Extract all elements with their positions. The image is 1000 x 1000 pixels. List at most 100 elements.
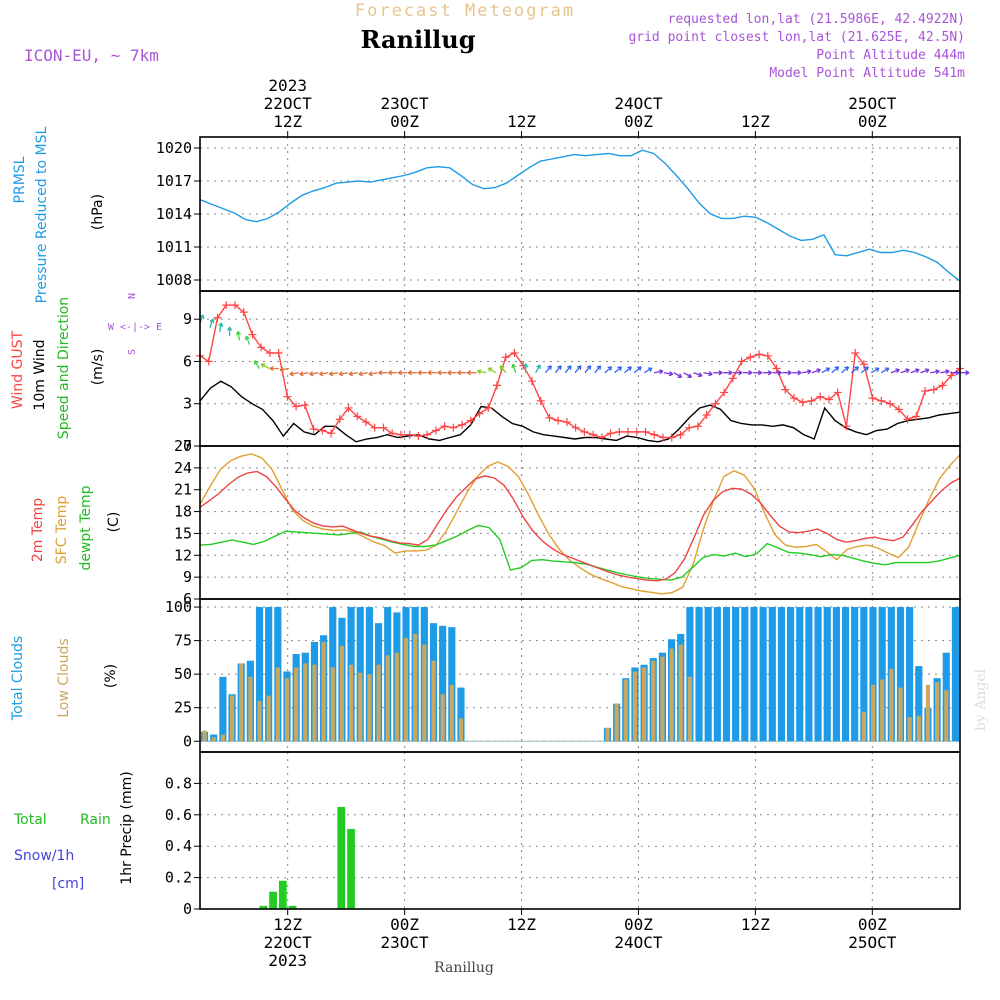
ytick-label-pressure: 1017: [156, 172, 192, 190]
wind-arrow-head: [476, 369, 482, 375]
top-tick-hour: 12Z: [507, 112, 536, 131]
bottom-tick-hour: 00Z: [624, 915, 653, 934]
low-cloud-bar: [861, 711, 866, 742]
wind-arrow: [900, 369, 910, 374]
gust-marker: [877, 396, 886, 405]
wind-arrow: [811, 369, 821, 374]
temp-dew-label: dewpt Temp: [78, 485, 94, 570]
low-cloud-bar: [220, 734, 225, 742]
wind-arrow-head: [226, 326, 233, 331]
wind-arrow-head: [523, 363, 529, 368]
wind-arrow: [633, 366, 642, 374]
wind-dir-label: Speed and Direction: [56, 297, 72, 439]
low-cloud-bar: [376, 664, 381, 742]
gust-marker: [562, 418, 571, 427]
ytick-label-wind: 9: [183, 310, 192, 328]
wind-arrow: [564, 365, 572, 374]
ytick-label-temp: 21: [174, 481, 192, 499]
wind-arrow-head: [924, 368, 930, 374]
wind-arrow-head: [299, 371, 304, 377]
wind-arrow-head: [328, 371, 334, 377]
gust-marker: [798, 398, 807, 407]
wind-arrow: [554, 365, 562, 374]
precip-bar: [269, 891, 277, 909]
gust-marker: [501, 353, 510, 362]
wind-arrow-head: [658, 369, 664, 375]
low-cloud-bar: [294, 667, 299, 742]
gust-marker: [545, 413, 554, 422]
cloud-unit: (%): [103, 664, 119, 688]
gust-marker: [204, 357, 213, 366]
top-tick-date: 23OCT: [381, 94, 430, 113]
low-cloud-bar: [916, 715, 921, 742]
closest-coords: grid point closest lon,lat (21.625E, 42.…: [628, 30, 965, 45]
wind-arrow-head: [607, 366, 613, 371]
ytick-label-precip: 0.8: [165, 774, 192, 792]
low-cloud-bar: [889, 668, 894, 742]
pressure-label-full: Pressure Reduced to MSL: [34, 126, 50, 303]
ytick-label-cloud: 75: [174, 632, 192, 650]
total-cloud-bar: [777, 607, 786, 742]
low-cloud-bar: [660, 656, 665, 742]
wind-arrow-head: [915, 368, 920, 374]
low-cloud-bar: [669, 648, 674, 742]
gust-marker: [554, 416, 563, 425]
location-title: Ranillug: [360, 25, 475, 54]
gust-marker: [353, 412, 362, 421]
wind-arrow-head: [457, 370, 462, 376]
low-cloud-bar: [449, 684, 454, 742]
gust-marker: [527, 377, 536, 386]
wind-arrow: [584, 365, 592, 374]
wind-arrow: [209, 318, 214, 328]
wind-arrow-head: [777, 370, 782, 376]
wind-arrow-head: [260, 363, 266, 368]
wind-arrow-head: [358, 371, 363, 377]
total-cloud-bar: [741, 607, 749, 742]
pressure-unit: (hPa): [90, 194, 106, 230]
wind-arrow: [604, 366, 612, 374]
wind-arrow: [851, 366, 859, 374]
gust-marker: [335, 415, 344, 424]
low-cloud-bar: [248, 676, 253, 742]
temp-sfc-label: SFC Temp: [54, 496, 70, 565]
total-cloud-bar: [896, 607, 905, 742]
temp-unit: (C): [106, 512, 122, 533]
wind-arrow: [358, 372, 368, 375]
low-cloud-bar: [303, 663, 308, 742]
low-cloud-bar: [440, 694, 445, 742]
requested-coords: requested lon,lat (21.5986E, 42.4922N): [668, 12, 965, 27]
wind-arrow-head: [289, 371, 294, 377]
gust-marker: [728, 374, 737, 383]
gust-marker: [440, 422, 449, 431]
wind-arrow: [831, 366, 840, 374]
low-cloud-bar: [880, 679, 885, 742]
top-tick-date: 25OCT: [848, 94, 897, 113]
gust-marker: [755, 350, 764, 359]
total-cloud-bar: [457, 687, 465, 742]
low-cloud-bar: [202, 730, 207, 742]
wind-arrow-head: [218, 322, 224, 327]
gust-marker: [414, 432, 423, 441]
gust-marker: [396, 430, 405, 439]
wind-arrow: [910, 369, 920, 374]
ytick-label-precip: 0: [183, 900, 192, 918]
wind-gust-label: Wind GUST: [10, 330, 26, 409]
gust-marker: [589, 430, 598, 439]
wind-arrow: [653, 370, 664, 374]
wind-arrow-head: [467, 370, 472, 376]
ytick-label-temp: 9: [183, 568, 192, 586]
bottom-tick-hour: 00Z: [858, 915, 887, 934]
gust-marker: [816, 392, 825, 401]
total-cloud-bar: [805, 607, 813, 742]
wind-arrow: [499, 365, 507, 374]
wind-arrow: [339, 372, 349, 375]
wind-arrow-head: [566, 365, 572, 370]
ytick-label-cloud: 50: [174, 665, 192, 683]
wind-arrow: [309, 372, 319, 375]
low-cloud-bar: [907, 717, 912, 742]
wind-arrow-head: [874, 367, 880, 373]
model-label: ICON-EU, ~ 7km: [24, 46, 159, 65]
total-cloud-bar: [219, 676, 227, 742]
total-cloud-bar: [851, 607, 859, 742]
gust-marker: [903, 415, 912, 424]
